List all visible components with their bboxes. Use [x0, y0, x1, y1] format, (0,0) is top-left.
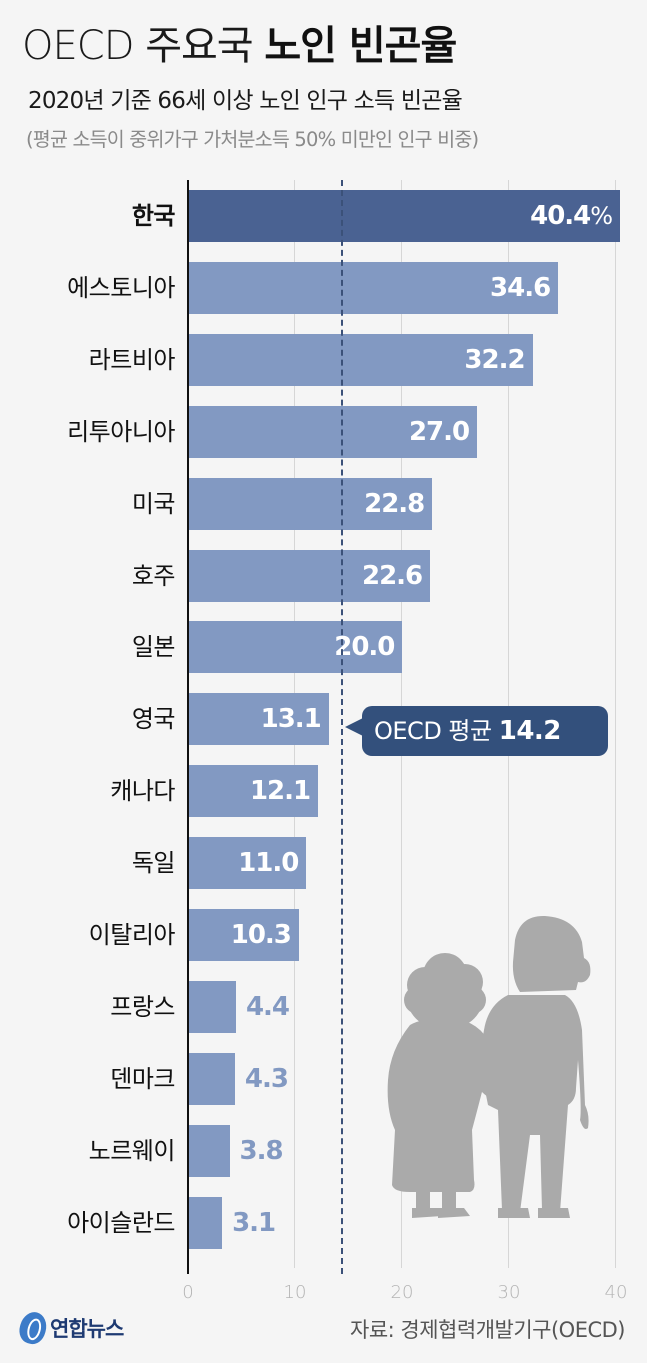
bar — [189, 549, 431, 602]
value-label: 10.3 — [230, 909, 292, 961]
bar-row: 미국 22.8 — [0, 477, 647, 530]
logo-text: 연합뉴스 — [50, 1317, 124, 1341]
bar-row: 영국 13.1 — [0, 693, 647, 746]
x-tick-0: 0 — [182, 1282, 194, 1303]
country-label: 일본 — [131, 633, 176, 662]
x-tick-10: 10 — [283, 1282, 307, 1303]
country-label: 리투아니아 — [67, 417, 175, 446]
country-label: 덴마크 — [110, 1064, 175, 1093]
value-number: 27.0 — [408, 416, 470, 447]
bar-row: 독일 11.0 — [0, 837, 647, 890]
value-label: 32.2 — [464, 334, 525, 386]
title-bold: 노인 빈곤율 — [264, 23, 457, 69]
bar-row: 리투아니아 27.0 — [0, 405, 647, 458]
gridline-40 — [615, 180, 616, 1268]
value-number: 32.2 — [464, 344, 525, 375]
country-label: 독일 — [131, 849, 176, 878]
value-label: 3.1 — [232, 1197, 276, 1249]
value-number: 3.8 — [239, 1135, 284, 1166]
subtitle: 2020년 기준 66세 이상 노인 인구 소득 빈곤율 — [28, 88, 463, 114]
country-label: 프랑스 — [110, 992, 175, 1021]
bar — [189, 1052, 235, 1105]
country-label: 캐나다 — [110, 777, 175, 806]
bar-row: 이탈리아 10.3 — [0, 909, 647, 961]
x-tick-40: 40 — [604, 1282, 628, 1303]
value-number: 12.1 — [249, 776, 311, 807]
value-label: 34.6 — [490, 262, 551, 314]
value-number: 4.4 — [245, 991, 290, 1022]
bar — [189, 621, 403, 674]
bar — [189, 190, 621, 242]
oecd-average-callout: OECD 평균 14.2 — [362, 706, 608, 756]
source-text: 자료: 경제협력개발기구(OECD) — [350, 1318, 625, 1342]
bar — [189, 837, 307, 890]
value-label: 11.0 — [238, 837, 299, 889]
bar — [189, 693, 329, 746]
value-number: 34.6 — [490, 272, 551, 303]
bar-row: 노르웨이 3.8 — [0, 1124, 647, 1177]
bar — [189, 261, 559, 314]
unit-label: % — [590, 202, 613, 230]
title-light: OECD 주요국 — [22, 23, 265, 69]
page-title: OECD 주요국 노인 빈곤율 — [22, 18, 457, 74]
value-number: 3.1 — [232, 1207, 276, 1238]
callout-value: 14.2 — [498, 716, 562, 746]
bar-row: 프랑스 4.4 — [0, 980, 647, 1033]
value-number: 11.0 — [238, 848, 299, 879]
chart-note: (평균 소득이 중위가구 가처분소득 50% 미만인 인구 비중) — [26, 128, 479, 151]
country-label: 이탈리아 — [88, 921, 176, 949]
bar-row: 라트비아 32.2 — [0, 333, 647, 386]
value-label: 13.1 — [260, 693, 322, 745]
value-number: 20.0 — [334, 632, 395, 663]
bar — [189, 980, 236, 1033]
value-number: 13.1 — [260, 704, 322, 735]
bar — [189, 1124, 230, 1177]
yonhap-logo-icon — [16, 1309, 50, 1347]
country-label: 미국 — [131, 489, 176, 518]
yonhap-logo: 연합뉴스 — [16, 1309, 124, 1347]
value-label: 22.6 — [362, 550, 423, 602]
bar-row: 호주 22.6 — [0, 549, 647, 602]
bar-row: 아이슬란드 3.1 — [0, 1196, 647, 1249]
bar-row: 덴마크 4.3 — [0, 1052, 647, 1105]
elderly-couple-silhouette-icon — [387, 915, 591, 1218]
value-number: 22.6 — [362, 560, 423, 591]
value-number: 40.4 — [530, 201, 591, 231]
oecd-average-line — [341, 180, 343, 1274]
y-axis-line — [187, 180, 189, 1274]
bar — [189, 765, 319, 818]
bar-row: 한국 40.4% — [0, 190, 647, 242]
callout-pointer — [345, 718, 363, 736]
value-label: 4.4 — [245, 981, 290, 1033]
country-label: 노르웨이 — [88, 1136, 176, 1165]
bar-row: 캐나다 12.1 — [0, 765, 647, 818]
value-label: 12.1 — [249, 765, 311, 817]
x-tick-30: 30 — [497, 1282, 521, 1303]
bar — [189, 405, 478, 458]
value-label: 4.3 — [244, 1053, 289, 1105]
value-label: 40.4% — [530, 190, 613, 242]
country-label: 에스토니아 — [67, 273, 175, 302]
callout-label: OECD 평균 — [374, 717, 492, 745]
bar — [189, 333, 533, 386]
country-label: 라트비아 — [88, 345, 176, 374]
country-label: 아이슬란드 — [67, 1208, 175, 1237]
value-label: 3.8 — [239, 1125, 284, 1177]
value-label: 20.0 — [334, 621, 395, 673]
bar — [189, 477, 433, 530]
value-label: 22.8 — [364, 478, 425, 530]
country-label: 영국 — [131, 705, 176, 734]
value-number: 4.3 — [244, 1063, 289, 1094]
value-number: 22.8 — [364, 488, 425, 519]
value-label: 27.0 — [408, 406, 470, 458]
x-tick-20: 20 — [390, 1282, 414, 1303]
bar-row: 에스토니아 34.6 — [0, 261, 647, 314]
value-number: 10.3 — [230, 920, 292, 950]
country-label: 한국 — [131, 202, 176, 230]
bar — [189, 909, 299, 961]
bar — [189, 1196, 223, 1249]
bar-row: 일본 20.0 — [0, 621, 647, 674]
country-label: 호주 — [131, 561, 176, 590]
